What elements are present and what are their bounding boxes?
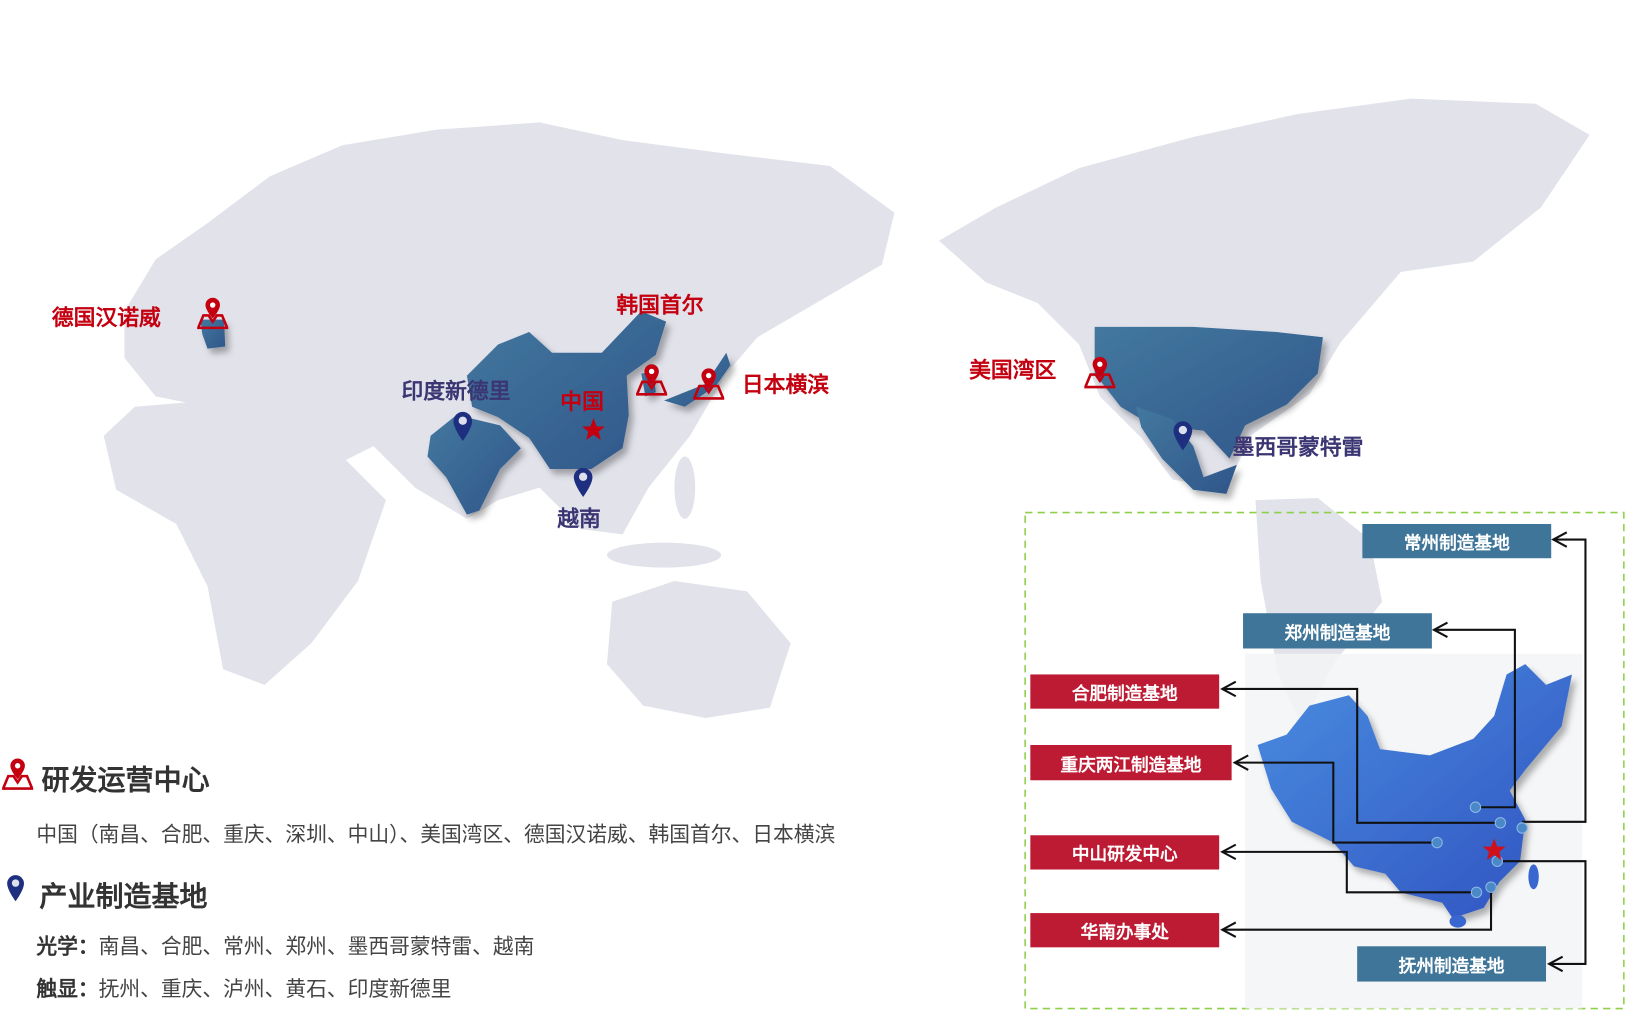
box-hefei-base[interactable]: 合肥制造基地 — [1030, 674, 1220, 709]
star-icon-nanchang — [1482, 838, 1506, 861]
legend-touch-row: 触显：抚州、重庆、泸州、黄石、印度新德里 — [36, 972, 451, 1002]
connector-changzhou — [1522, 538, 1587, 823]
label-germany-hannover: 德国汉诺威 — [51, 305, 161, 330]
australia — [606, 581, 791, 719]
africa — [103, 396, 386, 685]
manufacturing-pin-icon — [7, 875, 24, 902]
label-mexico-monterrey: 墨西哥蒙特雷 — [1232, 434, 1364, 460]
box-zhengzhou-base[interactable]: 郑州制造基地 — [1243, 613, 1432, 649]
north-america — [939, 98, 1590, 490]
country-mexico — [1136, 406, 1237, 494]
label-usa-bay-area: 美国湾区 — [969, 357, 1057, 383]
box-chongqing-liangjiang-base[interactable]: 重庆两江制造基地 — [1030, 744, 1232, 781]
philippines — [674, 456, 696, 519]
dot-changzhou[interactable] — [1516, 822, 1528, 834]
box-fuzhou-base[interactable]: 抚州制造基地 — [1357, 946, 1547, 982]
indonesia — [606, 542, 722, 568]
inset-taiwan — [1528, 864, 1539, 890]
legend-rd-title: 研发运营中心 — [41, 764, 210, 797]
dot-chongqing[interactable] — [1431, 836, 1443, 849]
label-korea-seoul: 韩国首尔 — [616, 292, 704, 318]
arrowheads — [1220, 531, 1568, 973]
label-vietnam: 越南 — [557, 506, 601, 532]
box-changzhou-base[interactable]: 常州制造基地 — [1362, 523, 1552, 559]
connector-zhengzhou — [1433, 628, 1516, 809]
country-japan — [664, 352, 731, 407]
dot-hefei[interactable] — [1494, 817, 1507, 829]
connector-zhongshan — [1222, 850, 1477, 894]
optics-label: 光学： — [36, 933, 99, 959]
legend-optics-row: 光学：南昌、合肥、常州、郑州、墨西哥蒙特雷、越南 — [36, 930, 534, 960]
connector-fuzhou — [1497, 860, 1587, 965]
dot-shenzhen[interactable] — [1485, 881, 1497, 893]
box-south-china-office[interactable]: 华南办事处 — [1030, 913, 1220, 948]
label-china: 中国 — [560, 389, 604, 415]
legend-mfg-title: 产业制造基地 — [39, 880, 208, 914]
touch-label: 触显： — [36, 976, 99, 1002]
connector-chongqing — [1234, 761, 1438, 844]
dot-zhengzhou[interactable] — [1469, 801, 1482, 813]
country-usa — [1094, 326, 1323, 459]
box-zhongshan-rd-center[interactable]: 中山研发中心 — [1030, 835, 1220, 870]
label-japan-yokohama: 日本横滨 — [741, 372, 830, 398]
optics-locations: 南昌、合肥、常州、郑州、墨西哥蒙特雷、越南 — [98, 933, 535, 959]
connector-huanan — [1222, 887, 1493, 931]
star-icon-china-hq — [582, 418, 605, 440]
touch-locations: 抚州、重庆、泸州、黄石、印度新德里 — [98, 976, 452, 1002]
inset-border — [1024, 511, 1625, 1010]
label-india-new-delhi: 印度新德里 — [401, 378, 511, 404]
dot-fuzhou[interactable] — [1491, 855, 1503, 867]
legend-rd-locations: 中国（南昌、合肥、重庆、深圳、中山）、美国湾区、德国汉诺威、韩国首尔、日本横滨 — [36, 821, 836, 847]
connector-lines — [1220, 531, 1587, 973]
country-india — [427, 415, 521, 515]
connector-hefei — [1222, 687, 1501, 824]
country-china — [466, 311, 667, 469]
inset-hainan — [1449, 915, 1467, 928]
rd-center-pin-icon — [2, 757, 34, 790]
dot-zhongshan[interactable] — [1470, 886, 1483, 899]
